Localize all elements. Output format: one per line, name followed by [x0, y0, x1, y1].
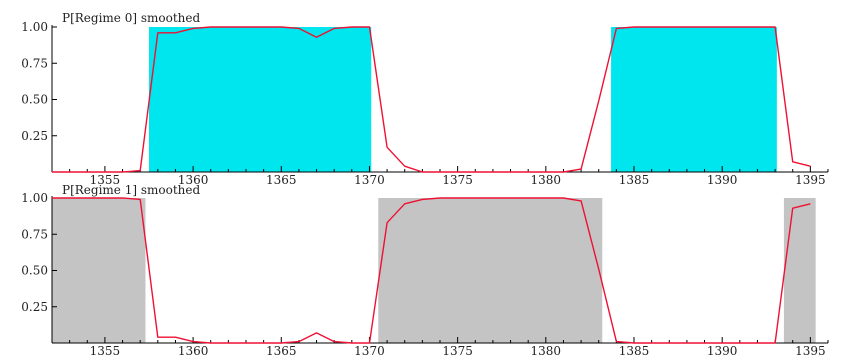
regime-shade-span [52, 198, 146, 343]
y-tick-label: 0.50 [21, 264, 48, 278]
x-tick-label: 1360 [178, 173, 209, 187]
x-tick-label: 1390 [707, 173, 738, 187]
y-tick-label: 0.75 [21, 227, 48, 241]
x-tick-label: 1355 [90, 344, 121, 355]
regime-shade-span [611, 27, 777, 172]
y-tick-label: 1.00 [21, 191, 48, 205]
x-tick-label: 1375 [442, 173, 473, 187]
x-tick-label: 1365 [266, 344, 297, 355]
x-tick-label: 1395 [795, 344, 826, 355]
regime-shade-span [378, 198, 603, 343]
x-tick-label: 1395 [795, 173, 826, 187]
panel-title: P[Regime 0] smoothed [62, 11, 200, 25]
y-tick-label: 0.25 [21, 300, 48, 314]
regime-shade-span [149, 27, 372, 172]
smoothed-probability-line [52, 197, 811, 344]
x-tick-label: 1370 [354, 344, 385, 355]
y-tick-label: 0.50 [21, 93, 48, 107]
x-tick-label: 1360 [178, 344, 209, 355]
panel-regime-0: 0.25 0.50 0.75 1.00 1355 1360 1365 1370 1375 1380… [21, 11, 829, 187]
x-tick-label: 1375 [442, 344, 473, 355]
x-tick-label: 1370 [354, 173, 385, 187]
regime-shade-span [783, 198, 816, 343]
smoothed-probability-line [52, 26, 811, 173]
panel-regime-1: 0.25 0.50 0.75 1.00 1355 1360 1365 1370 1375 1380… [21, 183, 829, 355]
y-tick-label: 1.00 [21, 20, 48, 34]
y-tick-label: 0.25 [21, 129, 48, 143]
x-tick-label: 1380 [531, 344, 562, 355]
x-tick-label: 1385 [619, 173, 650, 187]
panel-title: P[Regime 1] smoothed [62, 183, 200, 197]
x-tick-label: 1355 [90, 173, 121, 187]
x-tick-label: 1380 [531, 173, 562, 187]
x-tick-label: 1385 [619, 344, 650, 355]
x-tick-label: 1390 [707, 344, 738, 355]
y-tick-label: 0.75 [21, 56, 48, 70]
x-tick-label: 1365 [266, 173, 297, 187]
